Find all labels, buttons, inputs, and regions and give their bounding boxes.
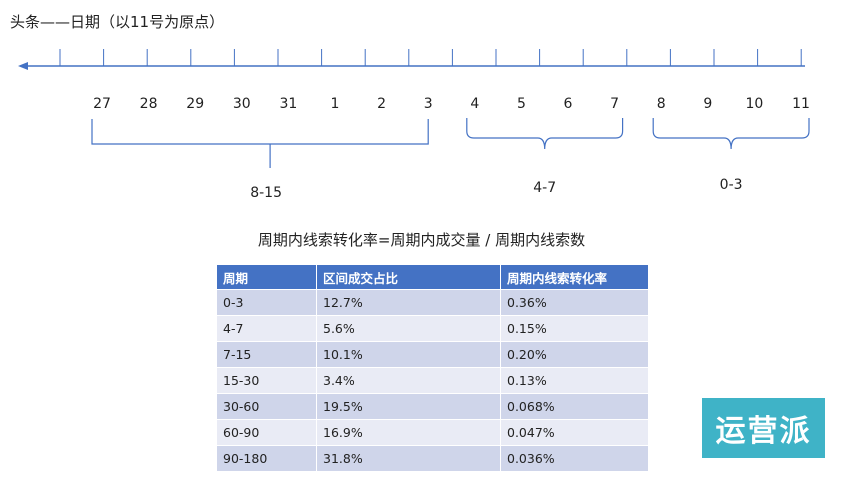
cell-period: 15-30 (216, 367, 317, 394)
header-period: 周期 (216, 264, 317, 290)
timeline-ticks (59, 49, 802, 66)
cell-conversion-rate: 0.068% (500, 393, 649, 420)
table-row: 60-90 16.9% 0.047% (216, 419, 649, 446)
cell-deal-share: 19.5% (316, 393, 501, 420)
cell-period: 90-180 (216, 445, 317, 472)
timeline-diagram: 27 28 29 30 31 1 2 3 4 5 6 7 8 9 10 11 8-15 4-7 0-3 (18, 49, 810, 201)
day-label: 2 (377, 96, 386, 112)
bracket-label: 8-15 (250, 185, 282, 201)
bracket-line (652, 118, 810, 150)
day-label: 9 (703, 96, 712, 112)
table-row: 90-180 31.8% 0.036% (216, 445, 649, 472)
timeline-axis (18, 62, 805, 70)
timeline-brackets: 8-15 4-7 0-3 (91, 118, 810, 201)
day-label: 10 (745, 96, 763, 112)
day-label: 27 (93, 96, 111, 112)
timeline-day-labels: 27 28 29 30 31 1 2 3 4 5 6 7 8 9 10 11 (93, 96, 810, 112)
page-title: 头条——日期（以11号为原点） (10, 13, 225, 31)
cell-deal-share: 12.7% (316, 289, 501, 316)
cell-deal-share: 5.6% (316, 315, 501, 342)
formula-text: 周期内线索转化率=周期内成交量 / 周期内线索数 (257, 231, 586, 249)
table-row: 15-30 3.4% 0.13% (216, 367, 649, 394)
bracket-8-15: 8-15 (91, 119, 429, 201)
bracket-4-7: 4-7 (466, 118, 624, 196)
bracket-line (466, 118, 624, 150)
day-label: 28 (140, 96, 158, 112)
day-label: 30 (233, 96, 251, 112)
table-row: 4-7 5.6% 0.15% (216, 315, 649, 342)
table-header-row: 周期 区间成交占比 周期内线索转化率 (216, 264, 649, 290)
day-label: 1 (331, 96, 340, 112)
cell-period: 0-3 (216, 289, 317, 316)
day-label: 7 (610, 96, 619, 112)
cell-conversion-rate: 0.13% (500, 367, 649, 394)
bracket-line (91, 119, 429, 168)
axis-arrow-icon (18, 62, 28, 70)
day-label: 29 (186, 96, 204, 112)
header-conversion-rate: 周期内线索转化率 (500, 264, 649, 290)
bracket-0-3: 0-3 (652, 118, 810, 193)
table-body: 0-3 12.7% 0.36% 4-7 5.6% 0.15% 7-15 10.1% 0.20% 1… (216, 289, 649, 472)
day-label: 6 (564, 96, 573, 112)
cell-conversion-rate: 0.036% (500, 445, 649, 472)
day-label: 3 (424, 96, 433, 112)
cell-period: 7-15 (216, 341, 317, 368)
cell-conversion-rate: 0.047% (500, 419, 649, 446)
cell-conversion-rate: 0.20% (500, 341, 649, 368)
cell-conversion-rate: 0.15% (500, 315, 649, 342)
day-label: 5 (517, 96, 526, 112)
day-label: 31 (279, 96, 297, 112)
cell-conversion-rate: 0.36% (500, 289, 649, 316)
day-label: 4 (470, 96, 479, 112)
header-deal-share: 区间成交占比 (316, 264, 501, 290)
table-row: 30-60 19.5% 0.068% (216, 393, 649, 420)
cell-period: 30-60 (216, 393, 317, 420)
day-label: 8 (657, 96, 666, 112)
day-label: 11 (792, 96, 810, 112)
bracket-label: 0-3 (720, 177, 743, 193)
cell-deal-share: 16.9% (316, 419, 501, 446)
table-row: 0-3 12.7% 0.36% (216, 289, 649, 316)
brand-logo: 运营派 (702, 398, 825, 458)
cell-deal-share: 3.4% (316, 367, 501, 394)
cell-deal-share: 31.8% (316, 445, 501, 472)
table-row: 7-15 10.1% 0.20% (216, 341, 649, 368)
bracket-label: 4-7 (533, 180, 556, 196)
cell-period: 4-7 (216, 315, 317, 342)
cell-period: 60-90 (216, 419, 317, 446)
conversion-table: 周期 区间成交占比 周期内线索转化率 0-3 12.7% 0.36% 4-7 5.6% 0… (216, 264, 649, 472)
cell-deal-share: 10.1% (316, 341, 501, 368)
